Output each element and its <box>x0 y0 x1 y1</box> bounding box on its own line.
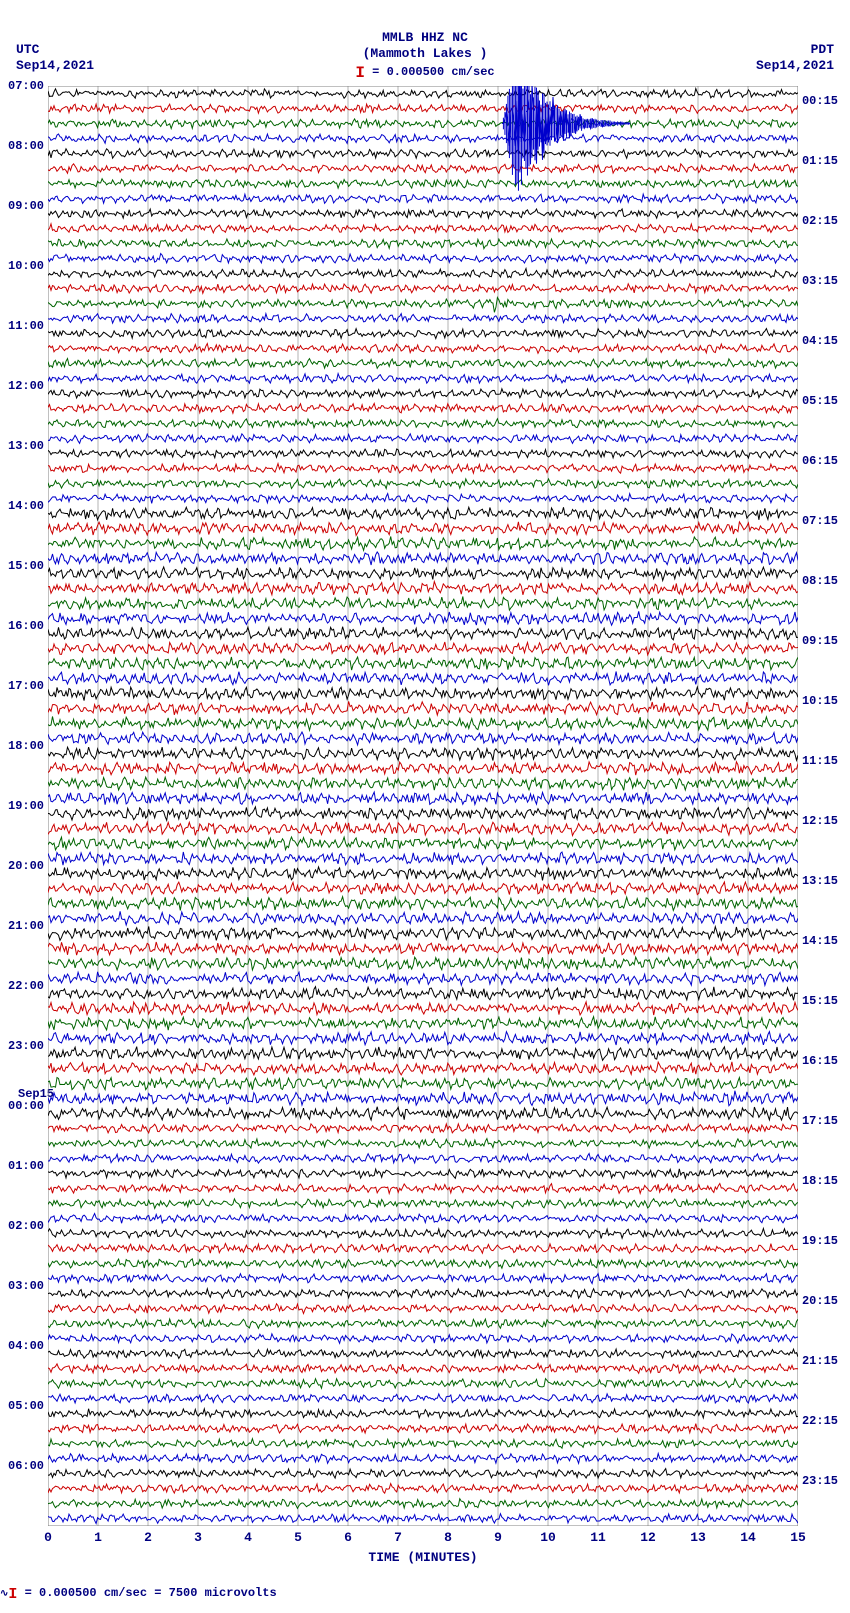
left-hour-label: 03:00 <box>8 1280 44 1292</box>
right-hour-label: 00:15 <box>802 95 838 107</box>
right-hour-label: 22:15 <box>802 1415 838 1427</box>
left-hour-label: 06:00 <box>8 1460 44 1472</box>
scale-bar-icon: I <box>355 64 365 82</box>
left-hour-label: 07:00 <box>8 80 44 92</box>
scale-value: = 0.000500 cm/sec <box>365 65 495 79</box>
left-hour-label: 05:00 <box>8 1400 44 1412</box>
left-hour-label: 00:00 <box>8 1100 44 1112</box>
x-tick-label: 1 <box>88 1530 108 1545</box>
left-hour-label: 12:00 <box>8 380 44 392</box>
footer-text: = 0.000500 cm/sec = 7500 microvolts <box>17 1586 276 1600</box>
left-hour-label: 02:00 <box>8 1220 44 1232</box>
left-hour-label: 17:00 <box>8 680 44 692</box>
right-hour-label: 13:15 <box>802 875 838 887</box>
station-name: (Mammoth Lakes ) <box>0 46 850 62</box>
x-tick-label: 11 <box>588 1530 608 1545</box>
left-hour-label: 21:00 <box>8 920 44 932</box>
right-hour-label: 19:15 <box>802 1235 838 1247</box>
x-tick-label: 13 <box>688 1530 708 1545</box>
station-code: MMLB HHZ NC <box>0 30 850 46</box>
left-hour-label: 18:00 <box>8 740 44 752</box>
left-hour-label: 20:00 <box>8 860 44 872</box>
right-hour-label: 09:15 <box>802 635 838 647</box>
left-hour-label: 04:00 <box>8 1340 44 1352</box>
footer-scale: ∿I = 0.000500 cm/sec = 7500 microvolts <box>0 1586 277 1603</box>
right-hour-label: 04:15 <box>802 335 838 347</box>
seismogram-page: UTC Sep14,2021 PDT Sep14,2021 MMLB HHZ N… <box>0 0 850 1613</box>
right-hour-label: 02:15 <box>802 215 838 227</box>
right-hour-label: 14:15 <box>802 935 838 947</box>
x-tick-label: 5 <box>288 1530 308 1545</box>
left-hour-label: 22:00 <box>8 980 44 992</box>
x-tick-label: 2 <box>138 1530 158 1545</box>
right-hour-label: 17:15 <box>802 1115 838 1127</box>
x-tick-label: 6 <box>338 1530 358 1545</box>
scale-center: I = 0.000500 cm/sec <box>0 64 850 82</box>
x-tick-label: 12 <box>638 1530 658 1545</box>
right-hour-label: 07:15 <box>802 515 838 527</box>
right-hour-label: 03:15 <box>802 275 838 287</box>
left-hour-label: 11:00 <box>8 320 44 332</box>
x-axis-label: TIME (MINUTES) <box>48 1550 798 1565</box>
left-hour-label: 13:00 <box>8 440 44 452</box>
x-tick-label: 10 <box>538 1530 558 1545</box>
right-hour-label: 08:15 <box>802 575 838 587</box>
left-hour-label: 19:00 <box>8 800 44 812</box>
left-hour-label: 08:00 <box>8 140 44 152</box>
left-hour-label: 01:00 <box>8 1160 44 1172</box>
x-tick-label: 15 <box>788 1530 808 1545</box>
right-hour-label: 23:15 <box>802 1475 838 1487</box>
left-hour-label: 14:00 <box>8 500 44 512</box>
left-hour-label: 10:00 <box>8 260 44 272</box>
x-tick-label: 8 <box>438 1530 458 1545</box>
x-tick-label: 9 <box>488 1530 508 1545</box>
right-hour-label: 21:15 <box>802 1355 838 1367</box>
right-hour-label: 06:15 <box>802 455 838 467</box>
right-hour-label: 10:15 <box>802 695 838 707</box>
right-hour-label: 12:15 <box>802 815 838 827</box>
right-hour-label: 11:15 <box>802 755 838 767</box>
header-center: MMLB HHZ NC (Mammoth Lakes ) <box>0 30 850 62</box>
right-hour-label: 05:15 <box>802 395 838 407</box>
x-tick-label: 4 <box>238 1530 258 1545</box>
left-hour-label: 16:00 <box>8 620 44 632</box>
x-tick-label: 7 <box>388 1530 408 1545</box>
left-hour-label: 23:00 <box>8 1040 44 1052</box>
seismogram-svg <box>48 86 798 1526</box>
right-hour-label: 15:15 <box>802 995 838 1007</box>
right-hour-label: 18:15 <box>802 1175 838 1187</box>
x-tick-label: 3 <box>188 1530 208 1545</box>
seismogram-plot <box>48 86 798 1526</box>
left-hour-label: 09:00 <box>8 200 44 212</box>
x-tick-label: 0 <box>38 1530 58 1545</box>
right-hour-label: 01:15 <box>802 155 838 167</box>
x-tick-label: 14 <box>738 1530 758 1545</box>
right-hour-label: 20:15 <box>802 1295 838 1307</box>
left-hour-label: 15:00 <box>8 560 44 572</box>
right-hour-label: 16:15 <box>802 1055 838 1067</box>
